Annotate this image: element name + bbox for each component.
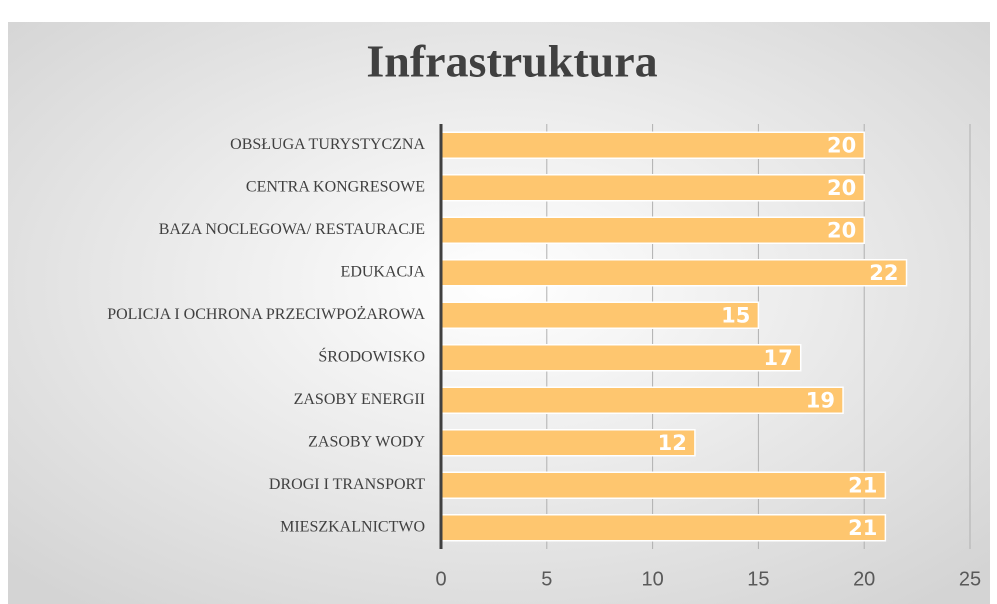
y-tick-label: BAZA NOCLEGOWA/ RESTAURACJE [159, 221, 425, 238]
y-tick-label: ZASOBY WODY [308, 433, 425, 450]
bar [440, 216, 865, 244]
y-tick-label: DROGI I TRANSPORT [269, 476, 425, 493]
bar [440, 514, 887, 542]
chart-title: Infrastruktura [366, 36, 657, 87]
y-tick-label: EDUKACJA [341, 263, 426, 280]
y-tick-label: OBSŁUGA TURYSTYCZNA [230, 136, 425, 153]
x-tick-label: 20 [853, 568, 875, 590]
data-label: 20 [827, 218, 856, 242]
y-tick-label: ZASOBY ENERGII [294, 391, 425, 408]
y-tick-label: MIESZKALNICTWO [280, 518, 425, 535]
data-label: 15 [721, 303, 750, 327]
data-label: 21 [848, 516, 877, 540]
bar [440, 386, 844, 414]
data-label: 20 [827, 176, 856, 200]
bar [440, 259, 908, 287]
x-tick-label: 10 [641, 568, 663, 590]
x-tick-label: 25 [959, 568, 981, 590]
data-label: 12 [658, 431, 687, 455]
bar [440, 344, 802, 372]
x-tick-label: 15 [747, 568, 769, 590]
data-label: 20 [827, 133, 856, 157]
y-tick-label: CENTRA KONGRESOWE [246, 178, 425, 195]
data-label: 17 [763, 346, 792, 370]
bar [440, 471, 887, 499]
data-label: 21 [848, 473, 877, 497]
bar [440, 174, 865, 202]
y-tick-label: ŚRODOWISKO [318, 346, 425, 365]
y-tick-label: POLICJA I OCHRONA PRZECIWPOŻAROWA [107, 305, 425, 323]
x-tick-label: 0 [435, 568, 446, 590]
bar [440, 131, 865, 159]
data-label: 22 [869, 261, 898, 285]
x-tick-label: 5 [541, 568, 552, 590]
bar [440, 301, 760, 329]
data-label: 19 [806, 388, 835, 412]
